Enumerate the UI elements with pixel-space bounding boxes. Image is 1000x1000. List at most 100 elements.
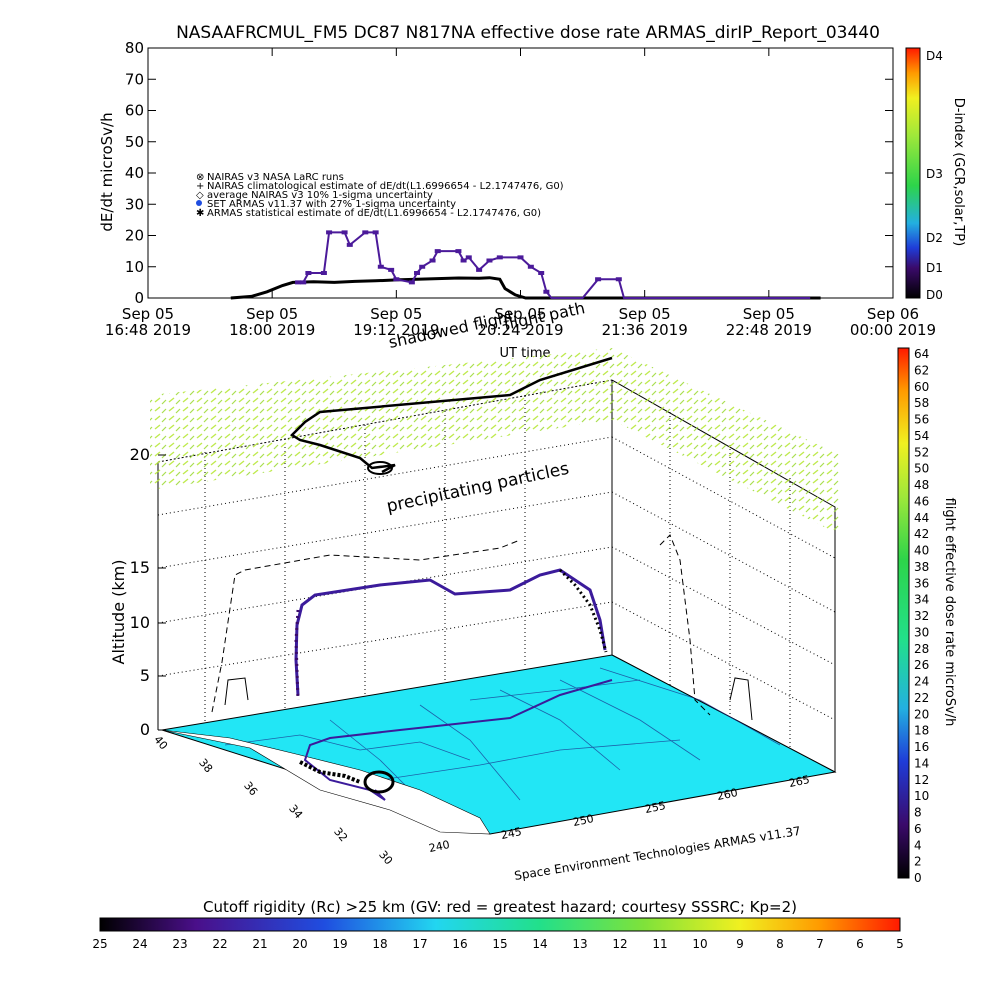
legend-marker-nairas-runs: ⊗ (196, 172, 204, 183)
legend-entry-nairas-unc: average NAIRAS v3 10% 1-sigma uncertaint… (207, 190, 433, 201)
dose-tick-label: 42 (914, 527, 929, 541)
credit-label: Space Environment Technologies ARMAS v11… (513, 824, 801, 883)
longitude-tick-label: 260 (716, 786, 739, 803)
x-tick-label-date: Sep 05 (494, 305, 546, 323)
x-tick-label-time: 21:36 2019 (602, 321, 688, 339)
rc-tick-label: 25 (92, 937, 107, 951)
rc-colorbar-ticks: 25 24 23 22 21 20 19 18 17 16 15 14 13 12 11 10 9 8 7 6 5 (92, 937, 903, 951)
x-tick-label-date: Sep 05 (246, 305, 298, 323)
dose-tick-label: 54 (914, 429, 929, 443)
dose-tick-label: 40 (914, 544, 929, 558)
series-point (305, 271, 312, 275)
y-tick-label: 20 (125, 227, 144, 245)
legend-marker-armas-stat: ✱ (196, 208, 204, 219)
altitude-tick-label: 15 (130, 558, 150, 577)
dindex-tick-d4: D4 (926, 49, 943, 63)
longitude-tick-label: 250 (572, 812, 595, 829)
rc-tick-label: 20 (292, 937, 307, 951)
longitude-tick-label: 245 (500, 825, 523, 842)
rc-tick-label: 15 (492, 937, 507, 951)
series-point (414, 271, 421, 275)
x-tick-label-date: Sep 06 (867, 305, 919, 323)
dindex-tick-d1: D1 (926, 261, 943, 275)
altitude-gridlines (157, 396, 836, 750)
rc-tick-label: 10 (692, 937, 707, 951)
longitude-tick-label: 240 (428, 838, 451, 855)
y-tick-label: 80 (125, 39, 144, 57)
dose-colorbar-ticks: 6462605856545250484644424038363432302826… (914, 347, 929, 885)
dose-bar (897, 347, 910, 879)
series-point (362, 230, 369, 235)
annotation-precipitating-particles: precipitating particles (385, 459, 571, 517)
dose-tick-label: 20 (914, 707, 929, 721)
flight-track-3d-climb (558, 568, 608, 653)
dose-tick-label: 2 (914, 855, 922, 869)
rc-tick-label: 12 (612, 937, 627, 951)
legend-entry-nairas-clim: NAIRAS climatological estimate of dE/dt(… (207, 181, 564, 192)
dose-tick-label: 52 (914, 445, 929, 459)
dose-tick-label: 26 (914, 658, 929, 672)
x-tick-label-time: 20:24 2019 (477, 321, 563, 339)
series-point (517, 255, 524, 260)
rc-tick-label: 13 (572, 937, 587, 951)
timeseries-y-axis: 0 10 20 30 40 50 60 70 80 (125, 39, 893, 307)
rc-colorbar: Cutoff rigidity (Rc) >25 km (GV: red = g… (92, 898, 903, 951)
rc-tick-label: 21 (252, 937, 267, 951)
series-point (543, 289, 550, 294)
latitude-tick-label: 38 (196, 756, 215, 775)
series-point (341, 230, 348, 235)
latitude-tick-label: 36 (241, 779, 260, 798)
y-tick-label: 70 (125, 70, 144, 88)
dose-tick-label: 58 (914, 396, 929, 410)
dose-tick-label: 8 (914, 806, 922, 820)
altitude-axis: 0 5 10 15 20 (130, 445, 166, 739)
coast-region (161, 729, 491, 835)
rc-tick-label: 18 (372, 937, 387, 951)
wall-shadow-right (659, 534, 711, 716)
series-point (496, 255, 503, 260)
series-point (595, 277, 602, 282)
series-point (346, 242, 353, 247)
series-point (320, 271, 327, 275)
dose-tick-label: 46 (914, 494, 929, 508)
y-tick-label: 60 (125, 102, 144, 120)
series-point (434, 249, 441, 254)
rc-tick-label: 19 (332, 937, 347, 951)
x-tick-label-time: 00:00 2019 (850, 321, 936, 339)
series-point (372, 230, 379, 235)
timeseries-legend: ⊗ NAIRAS v3 NASA LaRC runs + NAIRAS clim… (196, 172, 564, 219)
series-line-1 (298, 231, 811, 299)
dose-tick-label: 36 (914, 576, 929, 590)
dose-tick-label: 12 (914, 773, 929, 787)
x-tick-label-time: 19:12 2019 (353, 321, 439, 339)
altitude-label: Altitude (km) (109, 560, 128, 665)
dose-tick-label: 56 (914, 413, 929, 427)
ground-track-loop (363, 770, 395, 794)
legend-marker-nairas-unc: ◇ (196, 190, 204, 201)
wall-shadow-left (211, 539, 521, 713)
series-point (465, 255, 472, 260)
dose-colorbar-label: flight effective dose rate microSv/h (942, 498, 957, 727)
dose-tick-label: 4 (914, 838, 922, 852)
dindex-tick-d0: D0 (926, 288, 943, 302)
x-tick-label-date: Sep 05 (370, 305, 422, 323)
y-tick-label: 0 (134, 289, 144, 307)
x-tick-label-date: Sep 05 (743, 305, 795, 323)
dose-tick-label: 44 (914, 511, 929, 525)
dose-tick-label: 34 (914, 593, 929, 607)
rc-tick-label: 5 (896, 937, 904, 951)
longitude-tick-label: 255 (644, 799, 667, 816)
timeseries-series (230, 230, 821, 300)
series-point (300, 280, 307, 285)
dindex-label: D-index (GCR,solar,TP) (951, 98, 966, 246)
latitude-tick-label: 30 (376, 848, 395, 867)
dindex-bar (905, 47, 921, 299)
latitude-tick-label: 32 (331, 825, 350, 844)
legend-entry-armas-set: SET ARMAS v11.37 with 27% 1-sigma uncert… (207, 199, 456, 210)
series-point (455, 249, 462, 254)
chart-title: NASAAFRCMUL_FM5 DC87 N817NA effective do… (176, 23, 880, 43)
series-point (419, 264, 426, 269)
